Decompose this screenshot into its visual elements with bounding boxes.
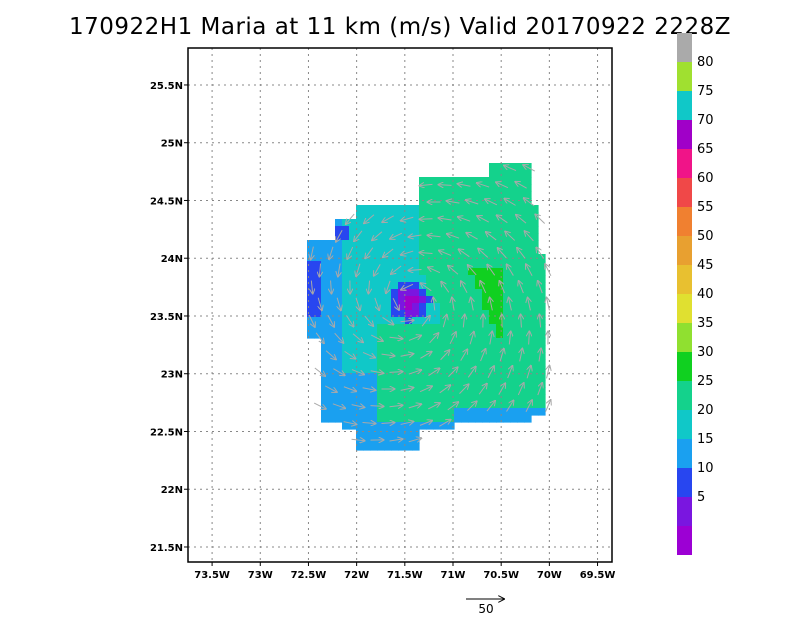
colorbar-label: 55 — [697, 200, 714, 215]
lon-tick-label: 71W — [441, 570, 466, 581]
colorbar-swatch — [677, 265, 692, 294]
colorbar-swatch — [677, 468, 692, 497]
colorbar-label: 80 — [697, 55, 714, 70]
lat-tick-label: 25N — [161, 139, 183, 150]
lat-tick-label: 23.5N — [150, 312, 183, 323]
lat-tick-label: 24.5N — [150, 196, 183, 207]
colorbar-label: 20 — [697, 403, 714, 418]
colorbar-label: 10 — [697, 461, 714, 476]
colorbar-label: 15 — [697, 432, 714, 447]
lon-tick-label: 73W — [248, 570, 273, 581]
colorbar-swatch — [677, 294, 692, 323]
colorbar-swatch — [677, 381, 692, 410]
colorbar-label: 50 — [697, 229, 714, 244]
colorbar-label: 40 — [697, 287, 714, 302]
colorbar-swatch — [677, 62, 692, 91]
colorbar: 5 10 15 20 25 30 35 40 45 50 55 60 65 70 75 80 — [677, 33, 714, 555]
plot-frame — [187, 47, 613, 563]
map-title: 170922H1 Maria at 11 km (m/s) Valid 2017… — [68, 14, 732, 40]
wind-vectors — [309, 165, 551, 442]
colorbar-label: 25 — [697, 374, 714, 389]
colorbar-swatch — [677, 207, 692, 236]
lon-tick-label: 72W — [344, 570, 369, 581]
lon-tick-label: 71.5W — [387, 570, 423, 581]
latitude-axis: 21.5N 22N 22.5N 23N 23.5N 24N 24.5N 25N 25.5N — [150, 81, 188, 554]
lon-tick-label: 72.5W — [291, 570, 327, 581]
colorbar-swatch — [677, 410, 692, 439]
lat-tick-label: 24N — [161, 254, 183, 265]
lat-tick-label: 21.5N — [150, 543, 183, 554]
colorbar-swatch — [677, 497, 692, 526]
colorbar-swatch — [677, 33, 692, 62]
colorbar-label: 35 — [697, 316, 714, 331]
colorbar-label: 65 — [697, 142, 714, 157]
colorbar-swatch — [677, 120, 692, 149]
lat-tick-label: 22N — [161, 485, 183, 496]
longitude-axis: 73.5W 73W 72.5W 72W 71.5W 71W 70.5W 70W 69.5W — [194, 562, 615, 581]
colorbar-label: 30 — [697, 345, 714, 360]
colorbar-swatch — [677, 526, 692, 555]
colorbar-label: 70 — [697, 113, 714, 128]
colorbar-label: 75 — [697, 84, 714, 99]
colorbar-swatch — [677, 236, 692, 265]
reference-vector: 50 — [466, 599, 504, 616]
lon-tick-label: 70.5W — [483, 570, 519, 581]
reference-vector-label: 50 — [478, 602, 493, 616]
lat-tick-label: 22.5N — [150, 427, 183, 438]
colorbar-label: 45 — [697, 258, 714, 273]
colorbar-swatch — [677, 178, 692, 207]
colorbar-swatch — [677, 91, 692, 120]
colorbar-label: 5 — [697, 490, 705, 505]
colorbar-label: 60 — [697, 171, 714, 186]
lon-tick-label: 69.5W — [580, 570, 616, 581]
lat-tick-label: 25.5N — [150, 81, 183, 92]
lat-tick-label: 23N — [161, 370, 183, 381]
colorbar-swatch — [677, 352, 692, 381]
colorbar-swatch — [677, 439, 692, 468]
colorbar-swatch — [677, 323, 692, 352]
lon-tick-label: 73.5W — [194, 570, 230, 581]
lon-tick-label: 70W — [537, 570, 562, 581]
colorbar-swatch — [677, 149, 692, 178]
